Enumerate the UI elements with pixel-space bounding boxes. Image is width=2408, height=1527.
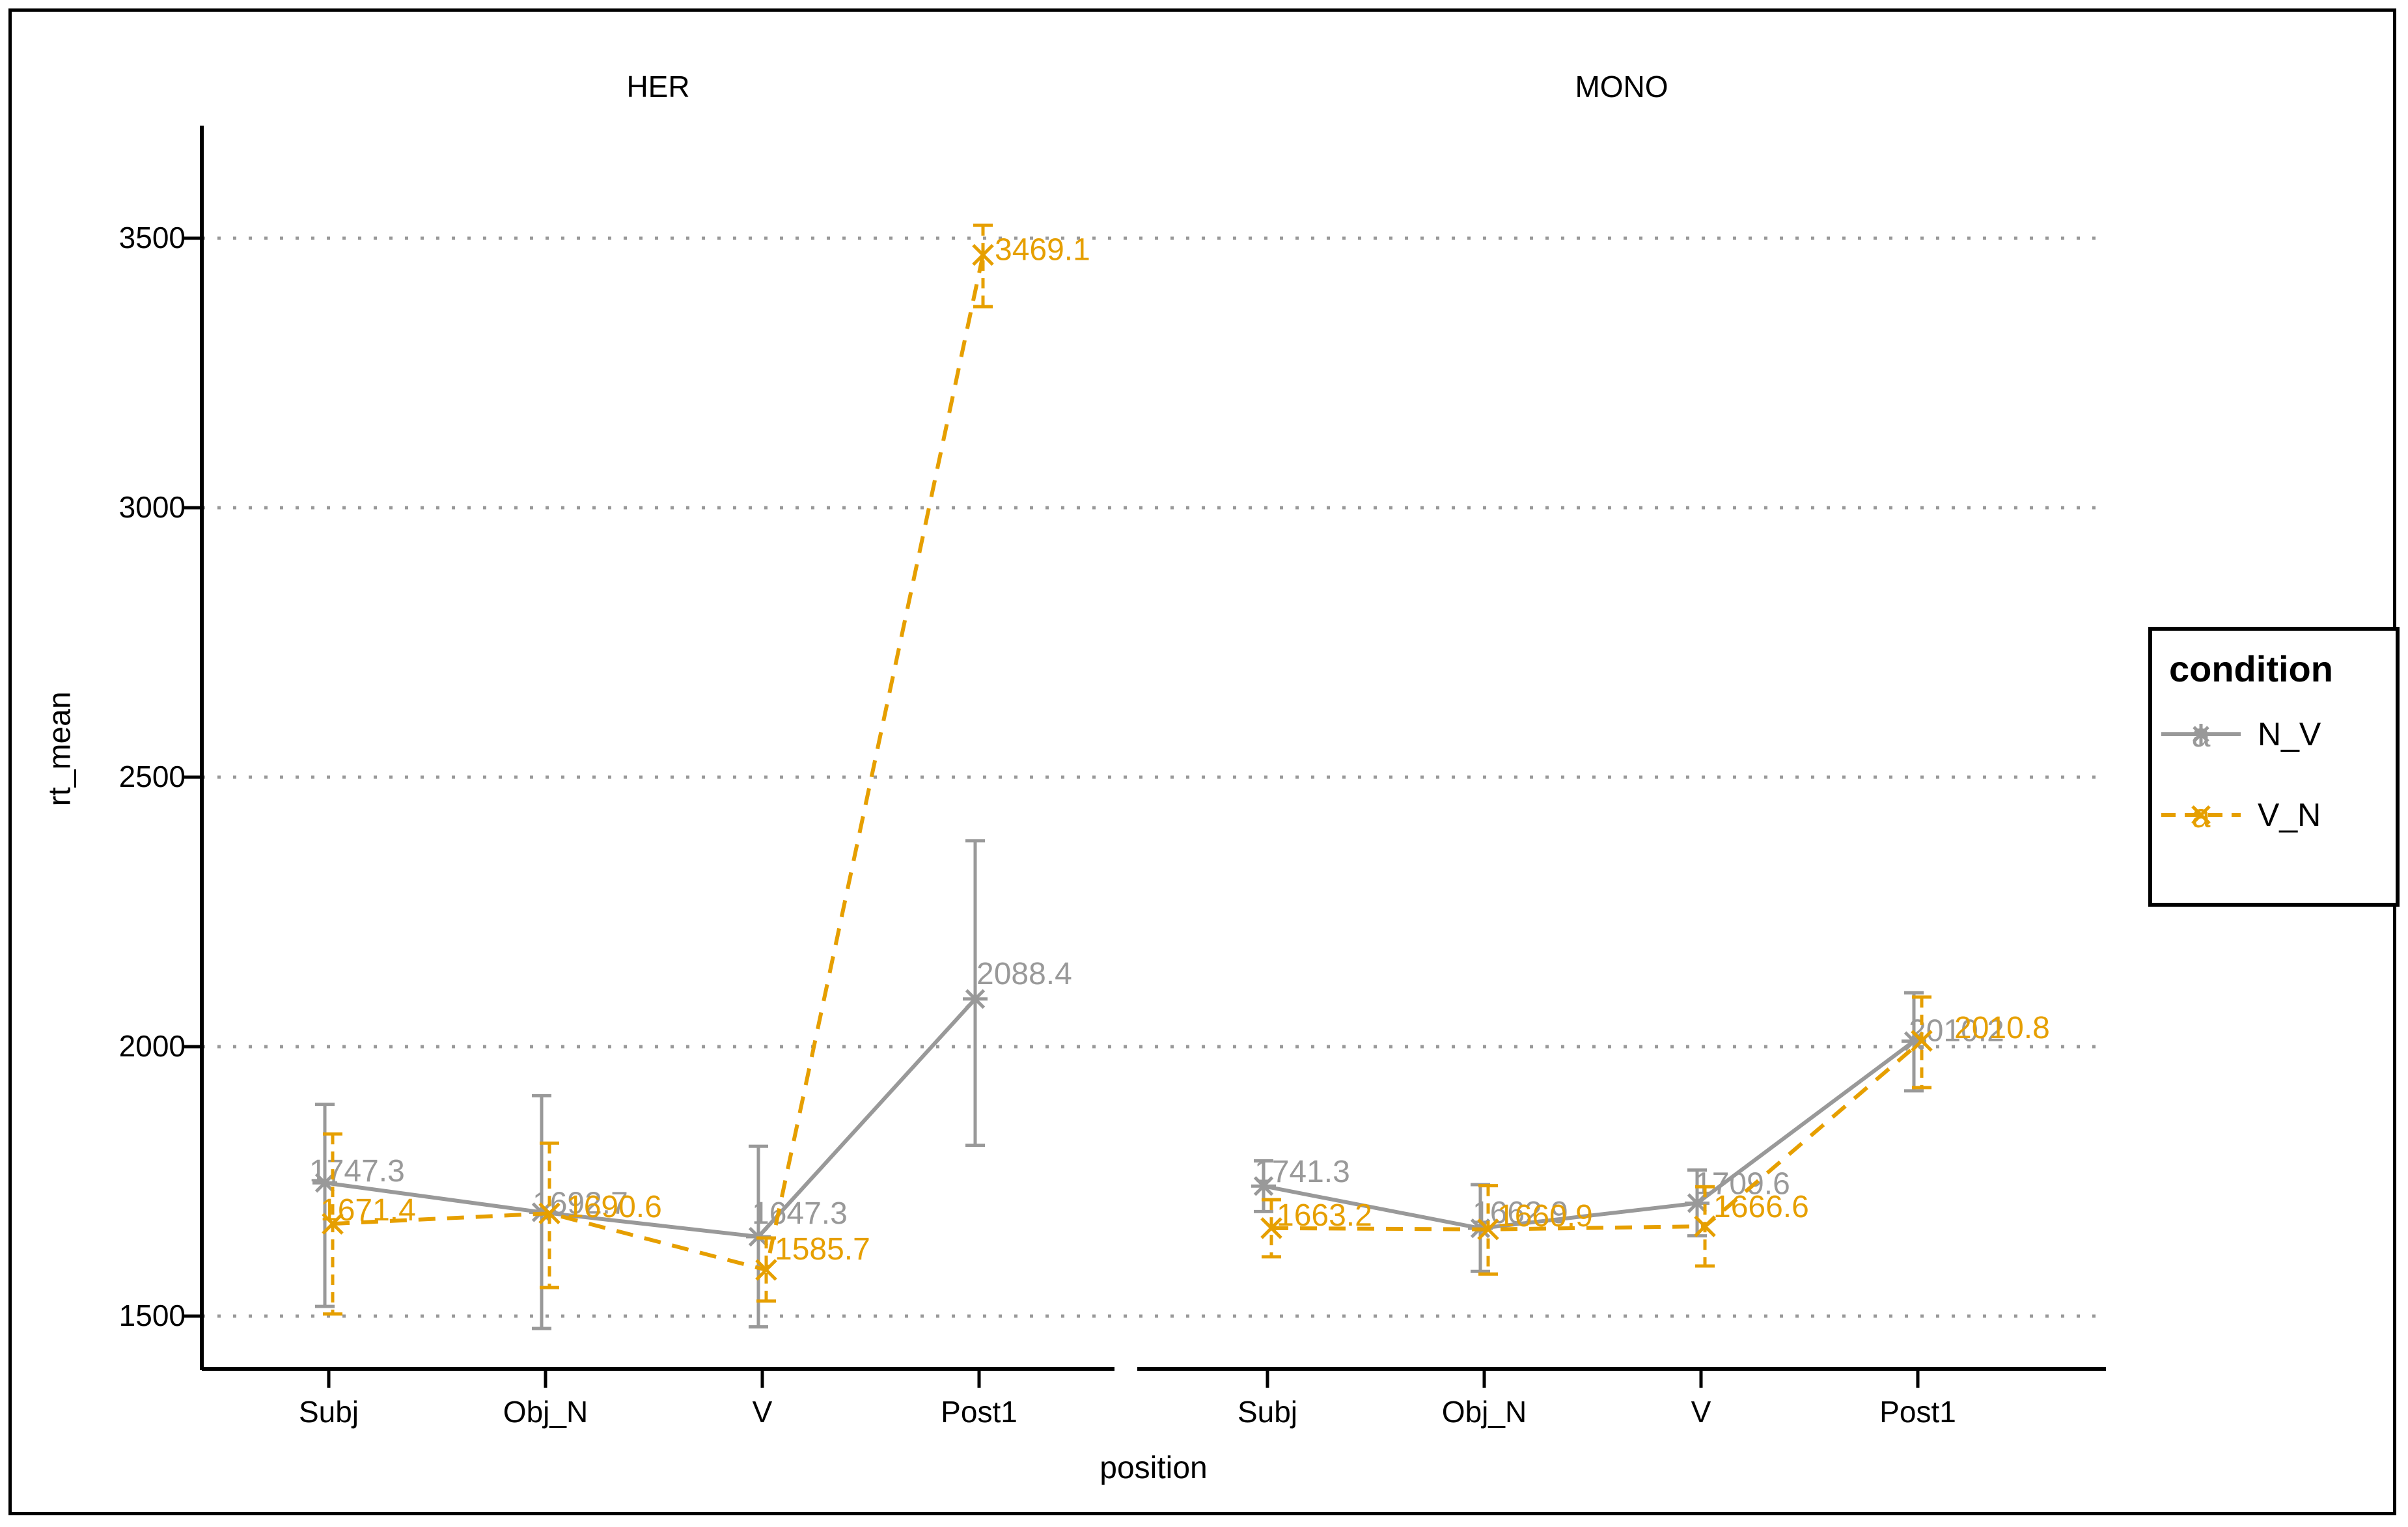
x-marker [1911,1030,1933,1052]
point-label-N_V-Subj: 1741.3 [1254,1155,1350,1189]
asterisk-marker [314,1173,335,1193]
x-axis-title: position [1100,1451,1208,1485]
x-tick-label-her-subj: Subj [298,1395,359,1429]
legend-key-vn-icon: a [2161,797,2241,835]
legend-entry-nv: a N_V [2152,694,2396,775]
x-marker [2191,805,2211,825]
asterisk-marker [2193,726,2209,743]
series-line-N_V [1263,1039,1915,1231]
point-label-V_N-Obj_N: 1690.6 [566,1190,662,1224]
x-tick-label-her-post1: Post1 [941,1395,1017,1429]
asterisk-marker [965,989,986,1009]
y-tick-label-1500: 1500 [118,1299,186,1332]
x-marker [755,1259,777,1281]
point-label-V_N-Post1: 3469.1 [995,233,1090,268]
y-tick-label-2500: 2500 [118,760,186,793]
x-tick-label-mono-post1: Post1 [1879,1395,1956,1429]
legend-entry-label-nv: N_V [2258,716,2321,752]
x-tick-label-mono-obj_n: Obj_N [1441,1395,1527,1429]
x-marker [538,1202,560,1224]
legend-entry-label-vn: V_N [2258,797,2321,833]
series-line-V_N [332,254,985,1272]
y-tick-label-3000: 3000 [118,490,186,524]
x-marker [322,1213,344,1235]
y-axis-title: rt_mean [42,691,77,806]
x-tick-label-mono-subj: Subj [1237,1395,1298,1429]
y-tick-label-2000: 2000 [118,1029,186,1063]
legend-entry-vn: a V_N [2152,775,2396,855]
series-V_N-HER: 1671.4 1690.6 1585.7 3469.1 [320,223,1090,1316]
point-label-V_N-V: 1585.7 [775,1232,870,1267]
x-marker [1260,1217,1282,1239]
axes [182,126,2106,1388]
x-tick-label-her-obj_n: Obj_N [503,1395,588,1429]
series-line-V_N [1271,1039,1923,1231]
x-marker [1694,1215,1716,1237]
point-label-N_V-V: 1709.6 [1695,1166,1790,1201]
point-label-V_N-Post1: 2010.8 [1954,1011,2050,1045]
legend-key-nv-icon: a [2161,717,2241,754]
y-tick-label-3500: 3500 [118,221,186,255]
point-label-V_N-Obj_N: 1660.9 [1497,1199,1593,1233]
asterisk-marker [1687,1193,1708,1213]
figure-border [8,8,2396,1515]
series-line-N_V [324,997,977,1239]
point-label-N_V-Subj: 1747.3 [309,1154,405,1189]
legend-title: condition [2169,648,2333,689]
legend: condition a N_V a V_N [2148,627,2400,907]
point-label-V_N-Subj: 1671.4 [320,1193,416,1228]
facet-strip-mono: MONO [1575,70,1668,103]
point-label-V_N-Subj: 1663.2 [1277,1198,1372,1233]
x-marker [1477,1218,1499,1241]
x-tick-label-her-v: V [752,1395,773,1429]
x-tick-label-mono-v: V [1691,1395,1711,1429]
asterisk-marker [1903,1031,1924,1051]
point-label-N_V-V: 1647.3 [752,1196,848,1231]
series-V_N-MONO: 1663.2 1660.9 1666.6 2010.8 [1260,995,2050,1276]
point-label-V_N-V: 1666.6 [1713,1190,1809,1224]
facet-strip-her: HER [626,70,690,103]
asterisk-marker [1253,1176,1274,1196]
x-marker [972,243,994,266]
point-label-N_V-Post1: 2088.4 [976,957,1072,991]
